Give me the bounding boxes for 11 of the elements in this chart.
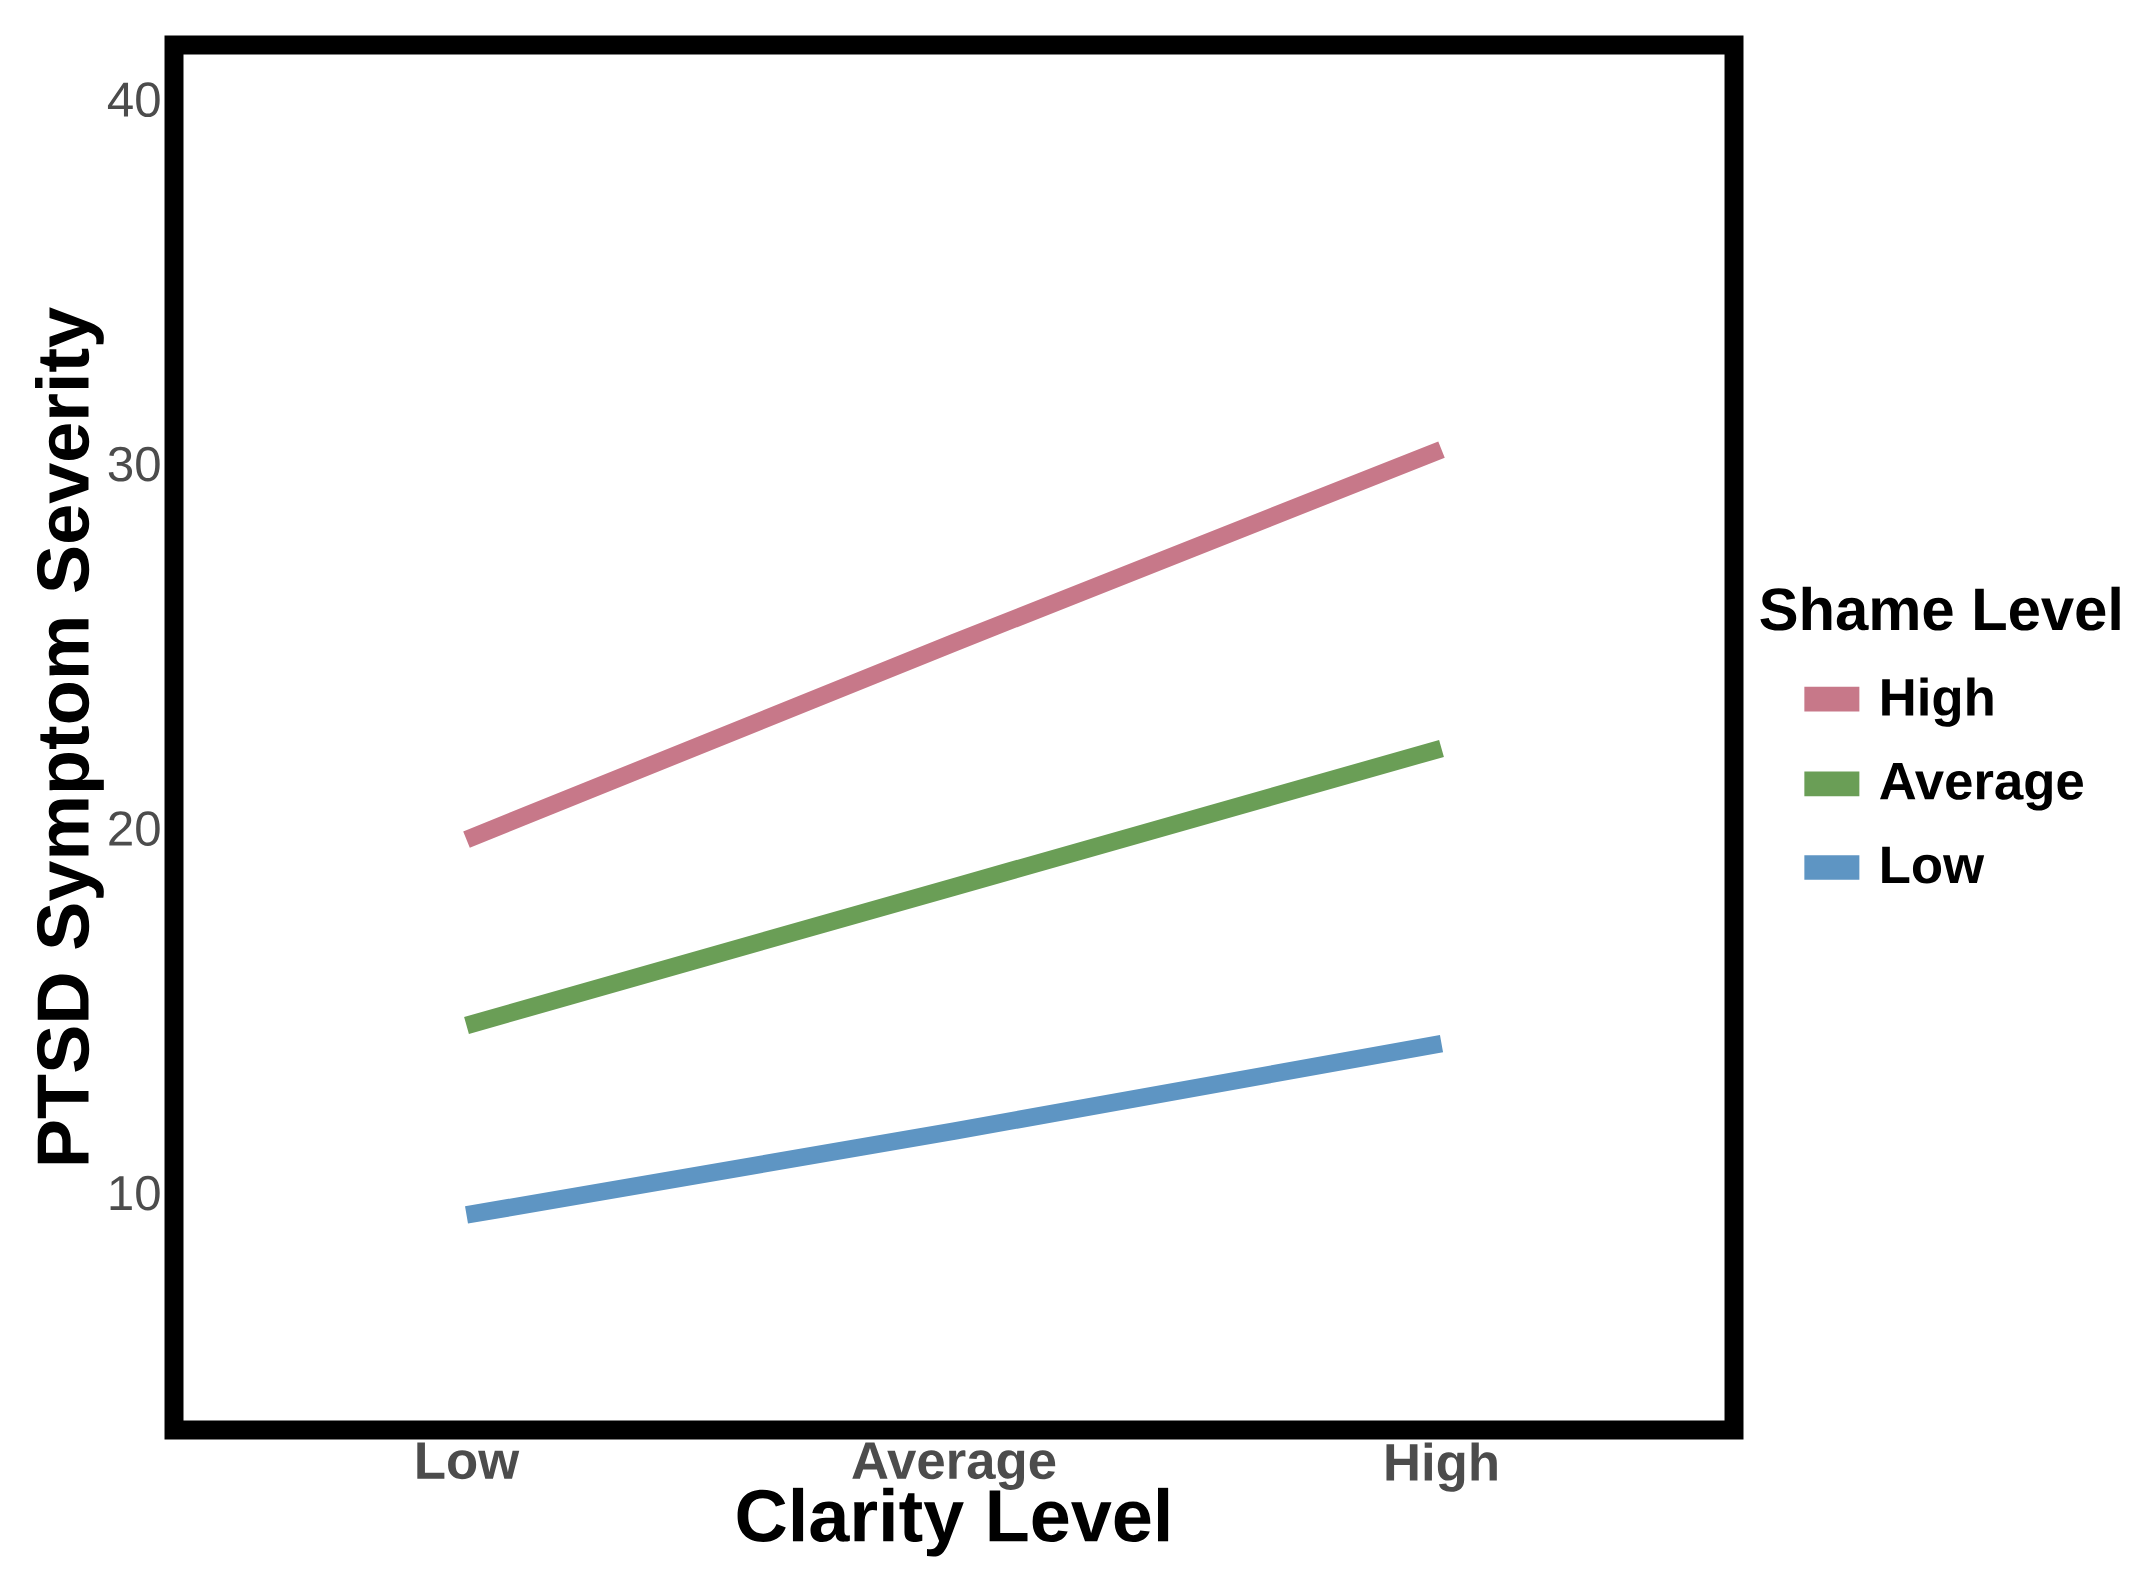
legend-title: Shame Level xyxy=(1760,586,2120,631)
y-tick-label: 40 xyxy=(107,82,160,118)
y-tick-label: 20 xyxy=(109,811,160,847)
y-tick-label: 10 xyxy=(110,1175,160,1211)
x-tick-label: Low xyxy=(417,1442,520,1480)
y-tick-label: 30 xyxy=(108,446,160,482)
legend-label: Average xyxy=(1880,763,2083,811)
y-axis-title: PTSD Symptom Severity xyxy=(35,307,104,1164)
legend-label: Low xyxy=(1882,846,1985,884)
x-tick-label: High xyxy=(1386,1442,1497,1492)
legend-label: High xyxy=(1882,677,1993,727)
